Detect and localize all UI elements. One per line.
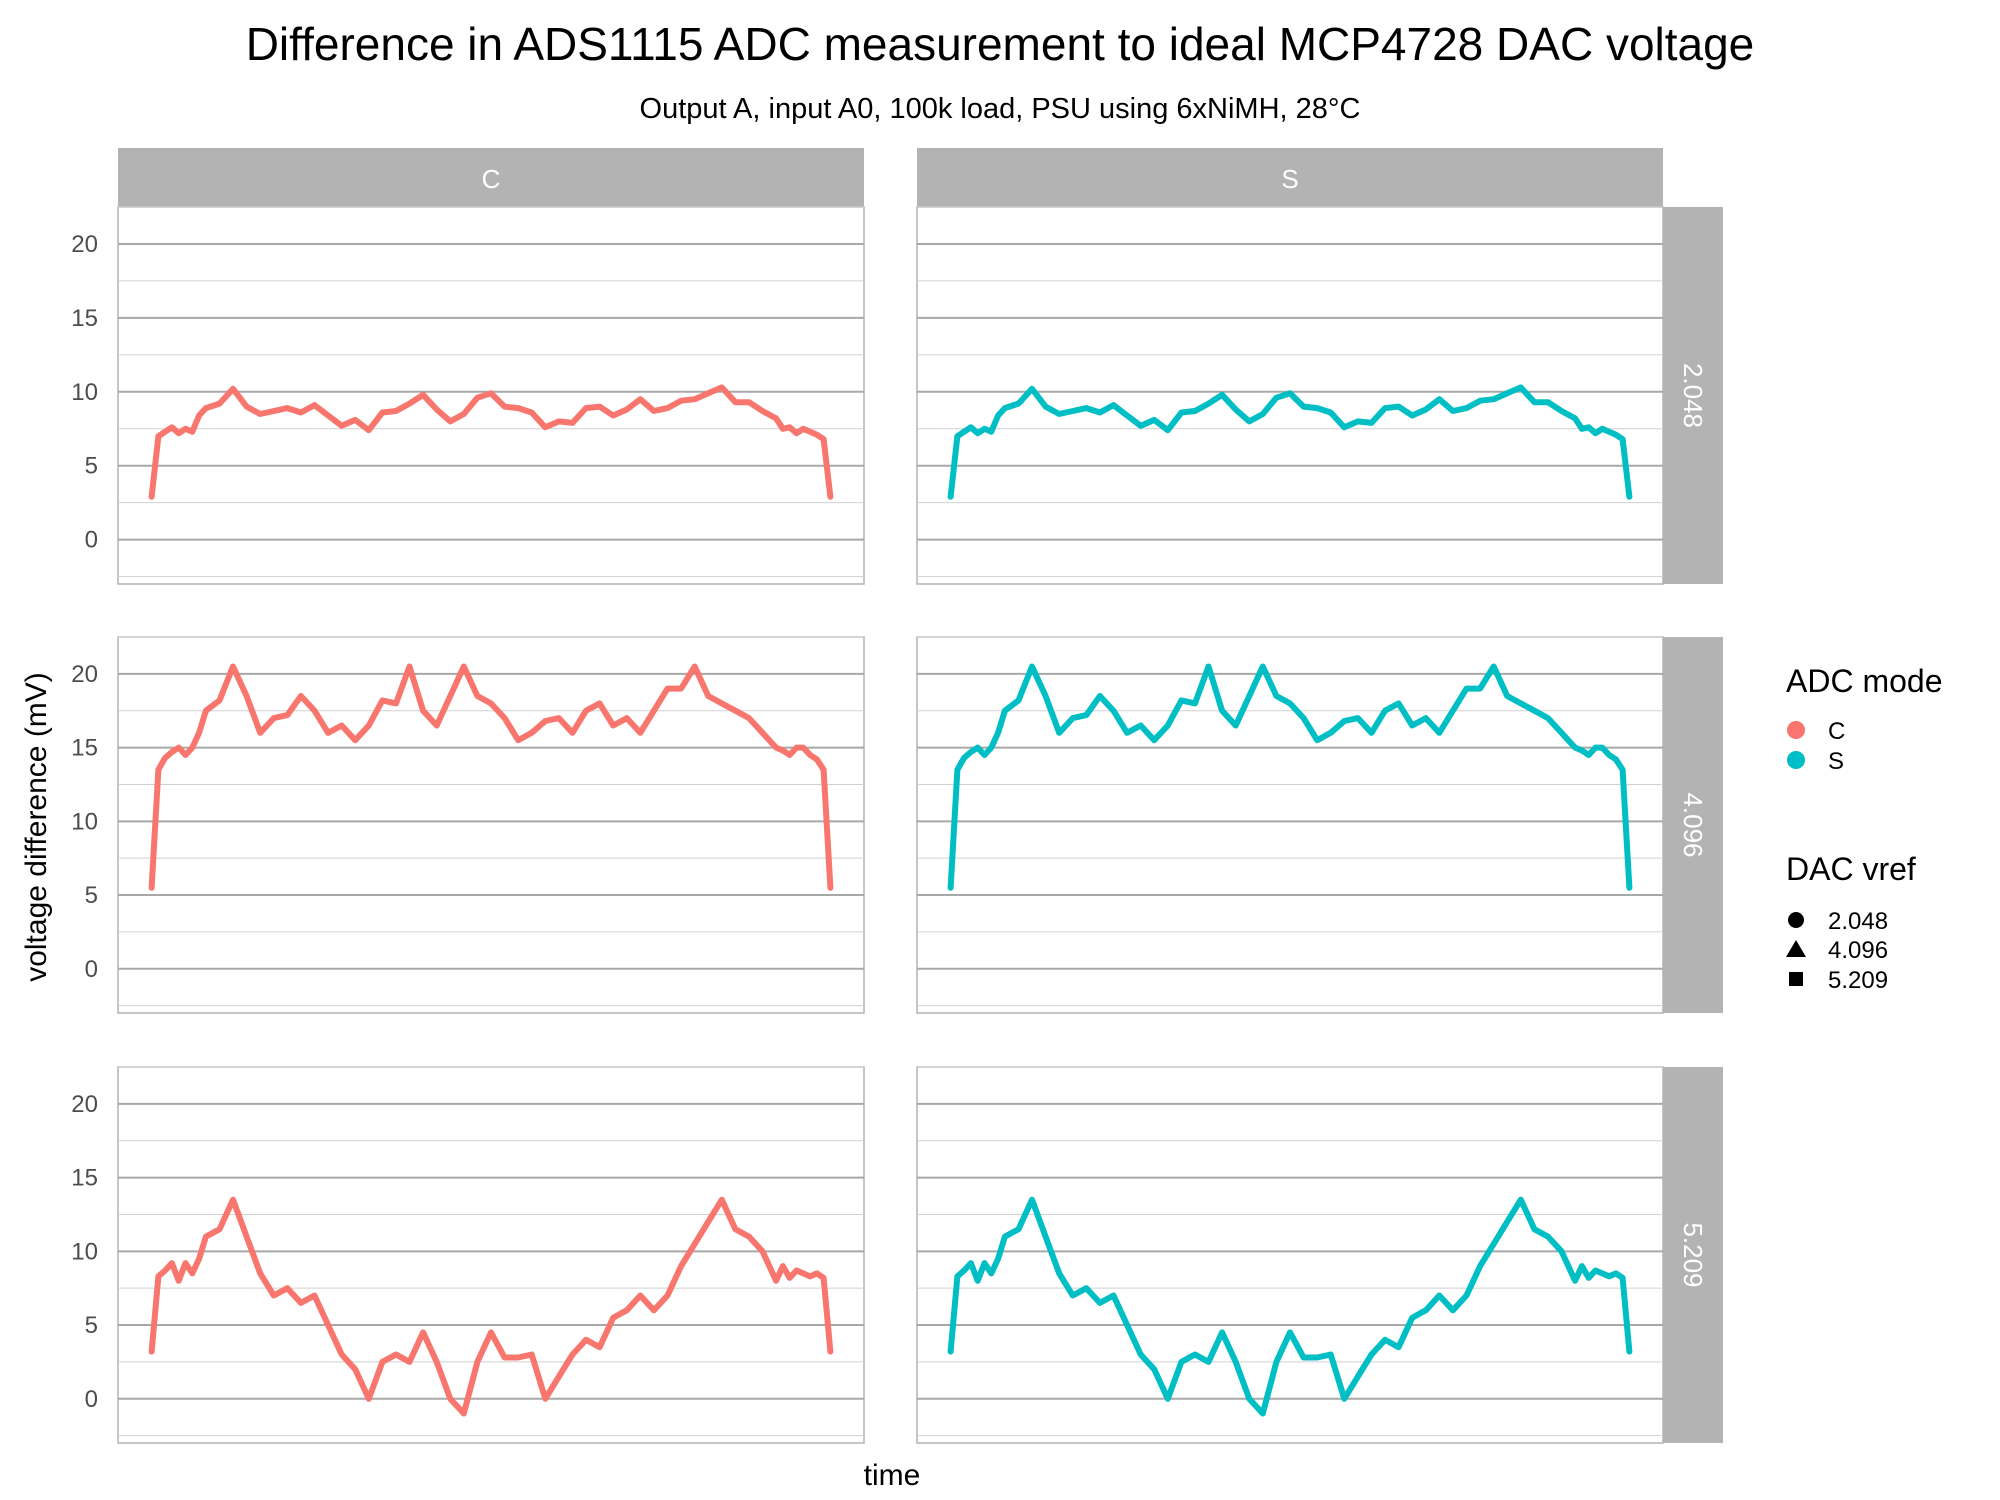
panel-s-5209 [916, 1066, 1664, 1444]
series-line-c-4096 [148, 663, 834, 891]
chart-title: Difference in ADS1115 ADC measurement to… [246, 18, 1755, 70]
series-line-s-4096 [947, 663, 1633, 891]
strip-row-4096 [1663, 637, 1723, 1013]
series-line-s-5209 [947, 1196, 1633, 1417]
strip-col-label-s: S [1281, 164, 1298, 194]
y-tick-label: 5 [85, 1312, 98, 1339]
y-axis-title: voltage difference (mV) [20, 672, 53, 982]
strip-row-label-5209: 5.209 [1678, 1222, 1708, 1287]
x-axis-title: time [864, 1459, 921, 1492]
legend-color-c-label: C [1828, 718, 1845, 745]
legend-shape-circle-key [1788, 912, 1804, 928]
strip-row-5209 [1663, 1067, 1723, 1443]
strip-row-2048 [1663, 207, 1723, 584]
facet-panels: C S 2.048 4.096 5.209 0 5 10 15 20 0 5 10 15 20 0 5 10 15 2… [71, 148, 1723, 1444]
legend-color-title: ADC mode [1786, 663, 1943, 699]
panel-c-4096 [117, 636, 865, 1014]
y-tick-label: 15 [71, 735, 98, 762]
y-tick-label: 20 [71, 231, 98, 258]
strip-row-label-2048: 2.048 [1678, 363, 1708, 428]
y-tick-label: 10 [71, 379, 98, 406]
strip-row-label-4096: 4.096 [1678, 792, 1708, 857]
y-tick-label: 20 [71, 661, 98, 688]
y-tick-label: 20 [71, 1091, 98, 1118]
legend-shape-2048-label: 2.048 [1828, 908, 1888, 935]
legend-shape-title: DAC vref [1786, 851, 1916, 887]
legend-shape-triangle-key [1786, 940, 1806, 957]
panel-c-5209 [117, 1066, 865, 1444]
series-line-c-2048 [148, 384, 834, 500]
strip-col-label-c: C [482, 164, 501, 194]
y-tick-label: 5 [85, 882, 98, 909]
chart-subtitle: Output A, input A0, 100k load, PSU using… [640, 93, 1361, 125]
y-tick-label: 10 [71, 1238, 98, 1265]
y-tick-label: 10 [71, 808, 98, 835]
y-tick-label: 0 [85, 956, 98, 983]
legend-color-c-key [1787, 721, 1805, 739]
y-tick-label: 15 [71, 305, 98, 332]
legend-color-s-key [1787, 751, 1805, 769]
panel-s-4096 [916, 636, 1664, 1014]
strip-col-s [917, 148, 1663, 207]
strip-col-c [118, 148, 864, 207]
y-tick-label: 15 [71, 1165, 98, 1192]
series-line-c-5209 [148, 1196, 834, 1417]
y-tick-label: 5 [85, 453, 98, 480]
legend-shape-4096-label: 4.096 [1828, 937, 1888, 964]
y-tick-label: 0 [85, 527, 98, 554]
series-line-s-2048 [947, 384, 1633, 500]
legend-shape-5209-label: 5.209 [1828, 967, 1888, 994]
legend-shape-square-key [1789, 972, 1803, 986]
y-tick-label: 0 [85, 1386, 98, 1413]
legend-color-s-label: S [1828, 748, 1844, 775]
legend: ADC mode C S DAC vref 2.048 4.096 5.209 [1786, 663, 1943, 994]
